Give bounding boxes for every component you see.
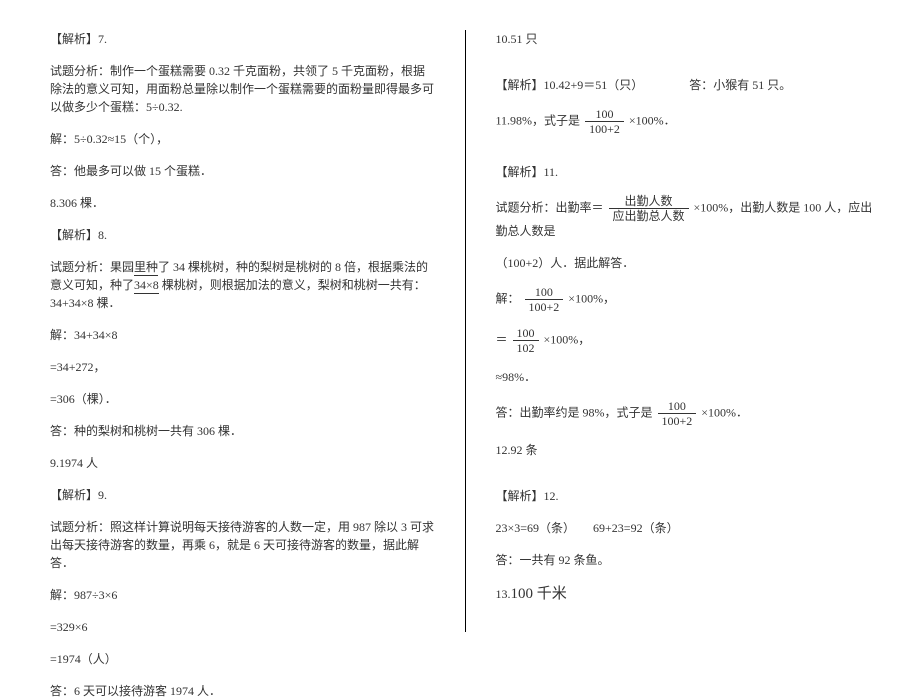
gap: [496, 62, 881, 76]
q10-head-a: 【解析】10.42+9＝51（只）: [496, 78, 644, 92]
frac-den: 100+2: [658, 414, 697, 427]
q11-analysis-a: 试题分析：出勤率＝: [496, 200, 604, 214]
frac-den: 100+2: [585, 122, 624, 135]
q11-num-b: ×100%．: [629, 113, 676, 127]
q8-analysis: 试题分析：果园里种了 34 棵桃树，种的梨树是桃树的 8 倍，根据乘法的意义可知…: [50, 258, 435, 312]
frac-den: 应出勤总人数: [609, 209, 689, 222]
q9-head: 【解析】9.: [50, 486, 435, 504]
frac-num: 100: [525, 286, 564, 300]
q8-underline-2: 34×8: [134, 278, 159, 294]
column-right: 10.51 只 【解析】10.42+9＝51（只） 答：小猴有 51 只。 11…: [465, 30, 881, 632]
q11-num-a: 11.98%，式子是: [496, 113, 581, 127]
column-left: 【解析】7. 试题分析：制作一个蛋糕需要 0.32 千克面粉，共领了 5 千克面…: [50, 30, 465, 632]
q11-step2-b: ×100%，: [544, 332, 591, 346]
q11-ans-b: ×100%．: [701, 405, 748, 419]
q9-number: 9.1974 人: [50, 454, 435, 472]
q11-step1-frac: 100 100+2: [525, 286, 564, 313]
q11-step1-b: ×100%，: [568, 291, 615, 305]
frac-num: 100: [513, 327, 539, 341]
q11-step2-a: ＝: [496, 332, 508, 346]
q7-head: 【解析】7.: [50, 30, 435, 48]
q11-analysis-c: （100+2）人．据此解答．: [496, 254, 881, 272]
q12-step1: 23×3=69（条） 69+23=92（条）: [496, 519, 881, 537]
q9-ans: 答：6 天可以接待游客 1974 人．: [50, 682, 435, 700]
q11-step2: ＝ 100 102 ×100%，: [496, 327, 881, 354]
q7-analysis: 试题分析：制作一个蛋糕需要 0.32 千克面粉，共领了 5 千克面粉，根据除法的…: [50, 62, 435, 116]
q9-analysis: 试题分析：照这样计算说明每天接待游客的人数一定，用 987 除以 3 可求出每天…: [50, 518, 435, 572]
q7-ans: 答：他最多可以做 15 个蛋糕．: [50, 162, 435, 180]
frac-num: 出勤人数: [609, 195, 689, 209]
q8-step3: =306（棵）．: [50, 390, 435, 408]
q8-analysis-a: 试题分析：果园: [50, 260, 134, 274]
q11-ans-frac: 100 100+2: [658, 400, 697, 427]
q8-step2: =34+272，: [50, 358, 435, 376]
frac-num: 100: [658, 400, 697, 414]
q11-step2-frac: 100 102: [513, 327, 539, 354]
q8-ans: 答：种的梨树和桃树一共有 306 棵．: [50, 422, 435, 440]
q10-head: 【解析】10.42+9＝51（只） 答：小猴有 51 只。: [496, 76, 881, 94]
q10-head-b: 答：小猴有 51 只。: [689, 78, 791, 92]
frac-den: 102: [513, 341, 539, 354]
q9-step2: =329×6: [50, 618, 435, 636]
page-root: 【解析】7. 试题分析：制作一个蛋糕需要 0.32 千克面粉，共领了 5 千克面…: [0, 0, 920, 652]
q12-head: 【解析】12.: [496, 487, 881, 505]
q11-frac: 100 100+2: [585, 108, 624, 135]
q11-number: 11.98%，式子是 100 100+2 ×100%．: [496, 108, 881, 135]
q8-underline-1: 里种: [134, 260, 158, 276]
q11-head: 【解析】11.: [496, 163, 881, 181]
q11-ans-a: 答：出勤率约是 98%，式子是: [496, 405, 653, 419]
q13-number: 13.100 千米: [496, 583, 881, 606]
q12-number: 12.92 条: [496, 441, 881, 459]
q13-num-b: 100 千米: [511, 586, 567, 602]
q11-analysis: 试题分析：出勤率＝ 出勤人数 应出勤总人数 ×100%，出勤人数是 100 人，…: [496, 195, 881, 240]
q11-step3: ≈98%．: [496, 368, 881, 386]
gap: [496, 149, 881, 163]
q8-number: 8.306 棵．: [50, 194, 435, 212]
q9-step3: =1974（人）: [50, 650, 435, 668]
frac-den: 100+2: [525, 300, 564, 313]
q11-ans: 答：出勤率约是 98%，式子是 100 100+2 ×100%．: [496, 400, 881, 427]
q13-num-a: 13.: [496, 587, 511, 601]
q11-step1: 解： 100 100+2 ×100%，: [496, 286, 881, 313]
q8-step1: 解：34+34×8: [50, 326, 435, 344]
q12-ans: 答：一共有 92 条鱼。: [496, 551, 881, 569]
q11-frac2: 出勤人数 应出勤总人数: [609, 195, 689, 222]
q7-step1: 解：5÷0.32≈15（个），: [50, 130, 435, 148]
q8-head: 【解析】8.: [50, 226, 435, 244]
frac-num: 100: [585, 108, 624, 122]
q10-number: 10.51 只: [496, 30, 881, 48]
gap: [496, 473, 881, 487]
q11-step1-a: 解：: [496, 291, 520, 305]
q9-step1: 解：987÷3×6: [50, 586, 435, 604]
